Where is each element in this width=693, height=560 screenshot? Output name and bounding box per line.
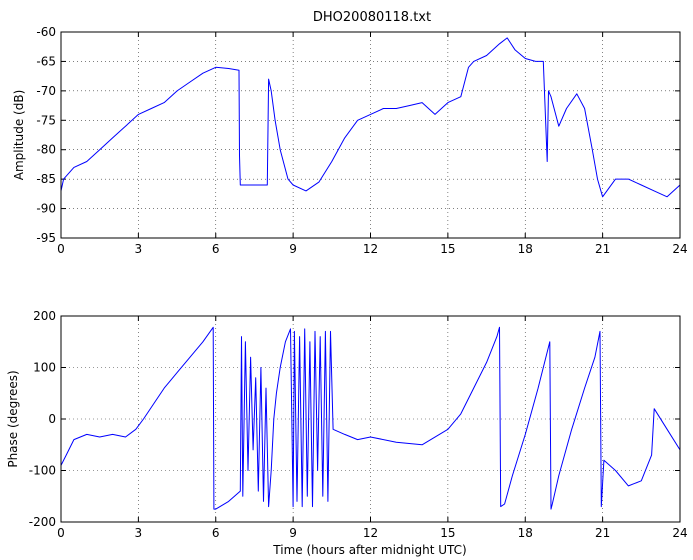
phase-x-tick-label: 18 (518, 526, 533, 540)
phase-y-tick-label: 0 (48, 412, 56, 426)
amplitude-y-axis-label: Amplitude (dB) (12, 90, 26, 181)
phase-x-axis-label: Time (hours after midnight UTC) (272, 543, 466, 557)
phase-x-tick-label: 12 (363, 526, 378, 540)
amplitude-x-tick-label: 21 (595, 242, 610, 256)
amplitude-chart: DHO20080118.txt 0 3 6 9 12 15 18 21 24 -95 -90 -85… (12, 10, 688, 256)
amplitude-x-tick-label: 24 (672, 242, 687, 256)
amplitude-y-tick-label: -90 (36, 202, 56, 216)
amplitude-y-ticks: -95 -90 -85 -80 -75 -70 -65 -60 (36, 25, 680, 245)
amplitude-x-tick-label: 3 (135, 242, 143, 256)
amplitude-x-tick-label: 15 (440, 242, 455, 256)
phase-x-tick-label: 9 (289, 526, 297, 540)
phase-x-tick-label: 24 (672, 526, 687, 540)
amplitude-y-tick-label: -75 (36, 113, 56, 127)
phase-x-tick-label: 21 (595, 526, 610, 540)
phase-series-line (60, 326, 681, 510)
chart-title: DHO20080118.txt (313, 10, 431, 25)
amplitude-x-tick-label: 6 (212, 242, 220, 256)
amplitude-x-ticks: 0 3 6 9 12 15 18 21 24 (57, 32, 688, 256)
amplitude-x-tick-label: 9 (289, 242, 297, 256)
phase-x-tick-label: 0 (57, 526, 65, 540)
phase-x-ticks: 0 3 6 9 12 15 18 21 24 (57, 316, 688, 540)
amplitude-y-tick-label: -60 (36, 25, 56, 39)
phase-y-tick-label: -100 (29, 464, 56, 478)
phase-y-tick-label: -200 (29, 515, 56, 529)
amplitude-y-tick-label: -65 (36, 54, 56, 68)
amplitude-plot-frame (60, 31, 681, 239)
amplitude-x-tick-label: 12 (363, 242, 378, 256)
amplitude-y-tick-label: -85 (36, 172, 56, 186)
phase-y-axis-label: Phase (degrees) (6, 370, 20, 467)
amplitude-series-line (60, 37, 681, 198)
phase-plot-frame (60, 315, 681, 523)
phase-y-tick-label: 200 (33, 309, 56, 323)
amplitude-y-tick-label: -80 (36, 143, 56, 157)
amplitude-y-tick-label: -95 (36, 231, 56, 245)
amplitude-y-tick-label: -70 (36, 84, 56, 98)
phase-chart: 0 3 6 9 12 15 18 21 24 -200 -100 0 100 200 Phase (de… (6, 309, 688, 557)
phase-x-tick-label: 15 (440, 526, 455, 540)
amplitude-x-tick-label: 0 (57, 242, 65, 256)
amplitude-x-tick-label: 18 (518, 242, 533, 256)
phase-x-tick-label: 3 (135, 526, 143, 540)
phase-x-tick-label: 6 (212, 526, 220, 540)
phase-y-tick-label: 100 (33, 361, 56, 375)
phase-y-ticks: -200 -100 0 100 200 (29, 309, 680, 529)
